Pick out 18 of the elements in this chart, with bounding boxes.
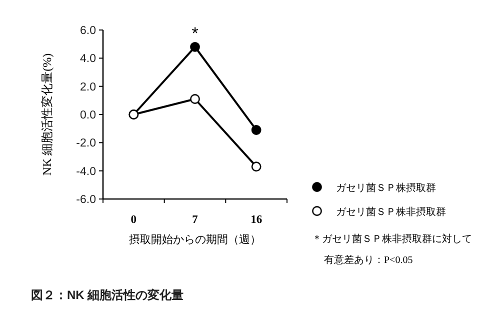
text: ＊ガセリ菌ＳＰ株非摂取群に対して [312,233,472,245]
legend-label: ガセリ菌ＳＰ株非摂取群 [336,206,446,218]
x-tick-label: 16 [250,214,262,226]
y-tick-label: -6.0 [76,194,96,206]
y-axis-title: NK 細胞活性変化量(%) [40,53,54,176]
x-tick-label: 7 [192,214,198,226]
text: 有意差あり：P<0.05 [324,254,413,266]
y-tick-label: 0.0 [80,110,96,122]
y-tick-label: 4.0 [80,53,96,66]
legend-label: ガセリ菌ＳＰ株摂取群 [336,182,436,194]
y-tick-label: 6.0 [80,25,96,37]
text: 図２：NK 細胞活性の変化量 [31,288,184,302]
y-tick-label: -4.0 [76,166,96,178]
y-tick-label: 2.0 [80,81,96,94]
x-axis-title: 摂取開始からの期間（週） [129,234,261,246]
x-tick-label: 0 [130,214,137,226]
y-tick-label: -2.0 [76,138,96,150]
annotation: * [192,24,199,43]
